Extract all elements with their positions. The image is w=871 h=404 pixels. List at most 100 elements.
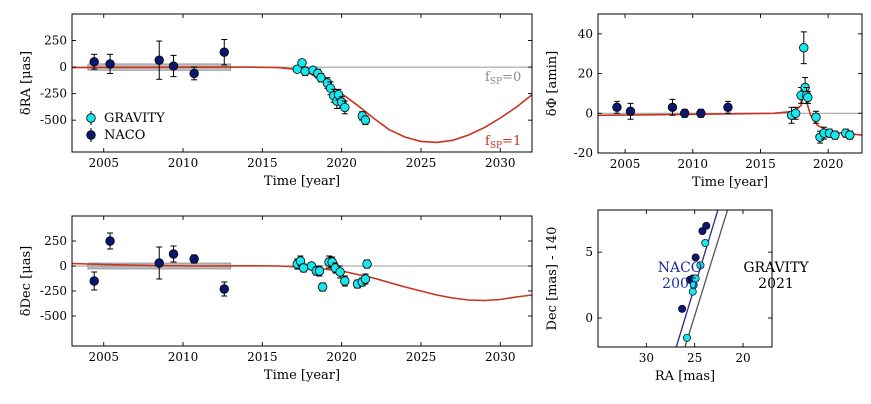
naco-point (702, 221, 711, 230)
x-tick-label: 2010 (168, 156, 199, 170)
gravity-point (830, 130, 840, 140)
y-tick-label: 0 (59, 259, 67, 273)
naco-point (691, 253, 700, 262)
gravity-point (790, 108, 801, 118)
fsp1-annotation: fSP=1 (485, 134, 521, 151)
y-tick-label: 250 (44, 234, 67, 248)
x-tick-label: 2020 (326, 350, 357, 364)
naco-point (105, 59, 115, 69)
fsp0-val: =0 (502, 70, 521, 85)
y-tick-label: 40 (578, 27, 593, 41)
x-tick-label: 2025 (406, 156, 437, 170)
naco-point (723, 102, 733, 113)
x-tick-label: 2030 (485, 156, 516, 170)
x-tick-label: 2010 (168, 350, 199, 364)
naco-point (698, 227, 707, 236)
y-axis-label: Dec [mas] - 140 (545, 227, 560, 331)
y-tick-label: 0 (59, 60, 67, 74)
naco-label-2: 2005 (662, 276, 698, 292)
y-tick-label: 20 (578, 67, 593, 81)
naco-label-1: NACO (658, 260, 703, 276)
gravity-point (297, 58, 307, 68)
legend-gravity-label: GRAVITY (104, 111, 165, 126)
fsp1-sub: SP (490, 141, 502, 151)
model-fsp1-curve (72, 66, 532, 144)
gravity-point (317, 282, 328, 292)
gravity-point (803, 92, 813, 103)
x-tick-label: 2025 (406, 350, 437, 364)
axes-frame (71, 215, 533, 347)
gravity-point (682, 333, 691, 342)
gravity-label-1: GRAVITY (743, 260, 809, 276)
plot-area (598, 31, 862, 144)
y-tick-label: -500 (40, 113, 67, 127)
plot-area (72, 38, 532, 144)
naco-point (625, 106, 636, 117)
x-tick-label: 2010 (677, 157, 708, 171)
x-tick-label: 25 (687, 351, 702, 365)
naco-point (168, 61, 179, 71)
gravity-point (845, 130, 855, 140)
panel-dec: 2005 2010 2015 2020 2025 2030 250 0 -250 -500 Time… (19, 215, 533, 383)
gravity-point (360, 115, 371, 125)
fsp1-val: =1 (502, 134, 521, 149)
y-axis-label: δΦ [amin] (545, 51, 560, 116)
x-tick-label: 2005 (88, 350, 119, 364)
naco-point (696, 108, 706, 118)
gravity-point (314, 266, 325, 276)
panel-ra: 2005 2010 2015 2020 2025 2030 250 0 -250 -500 Time… (19, 13, 533, 189)
plot-area (72, 232, 532, 302)
gravity-point (340, 276, 350, 286)
gravity-point (799, 43, 809, 53)
x-tick-label: 2015 (247, 156, 278, 170)
gravity-point (298, 263, 309, 273)
gravity-point (340, 102, 350, 113)
x-tick-label: 20 (735, 351, 750, 365)
y-tick-label: 250 (44, 34, 67, 48)
gravity-point (362, 259, 372, 269)
y-tick-label: 0 (585, 106, 593, 120)
y-tick-label: -20 (574, 146, 593, 160)
naco-point (105, 236, 115, 246)
naco-point (189, 254, 199, 264)
x-tick-label: 2015 (745, 157, 776, 171)
y-tick-label: -500 (40, 309, 67, 323)
legend-naco-label: NACO (104, 128, 145, 143)
naco-point (89, 276, 99, 286)
gravity-point (335, 267, 345, 277)
x-axis-label: Time [year] (264, 174, 340, 189)
gravity-point (696, 261, 705, 270)
gravity-label-2: 2021 (758, 276, 794, 292)
plot-area (675, 210, 729, 347)
y-tick-label: 5 (585, 245, 593, 259)
x-tick-label: 2020 (326, 156, 357, 170)
naco-point (679, 108, 690, 118)
y-tick-label: -250 (40, 284, 67, 298)
gravity-point (300, 66, 310, 77)
naco-point (678, 304, 687, 313)
panel-phi: 2005 2010 2015 2020 40 20 0 -20 Time [year] δΦ [a… (545, 13, 863, 190)
x-tick-label: 2005 (610, 157, 641, 171)
legend-gravity-marker (86, 113, 96, 123)
y-tick-label: 0 (585, 311, 593, 325)
naco-point (189, 68, 199, 79)
fsp0-annotation: fSP=0 (485, 70, 521, 87)
naco-point (667, 102, 678, 113)
y-axis-label: δDec [μas] (19, 246, 34, 316)
naco-point (219, 47, 229, 57)
x-tick-label: 2015 (247, 350, 278, 364)
gravity-point (701, 238, 710, 247)
model-fsp1-curve (72, 262, 532, 302)
axes-frame (71, 13, 533, 153)
axes-frame (597, 13, 863, 154)
gravity-fit-line (684, 210, 729, 347)
x-axis-label: RA [mas] (655, 369, 715, 384)
y-axis-label: δRA [μas] (19, 51, 34, 115)
x-tick-label: 2030 (485, 350, 516, 364)
legend-naco-marker (86, 130, 96, 140)
x-axis-label: Time [year] (692, 175, 768, 190)
gravity-point (811, 112, 821, 122)
fsp0-sub: SP (490, 77, 502, 87)
